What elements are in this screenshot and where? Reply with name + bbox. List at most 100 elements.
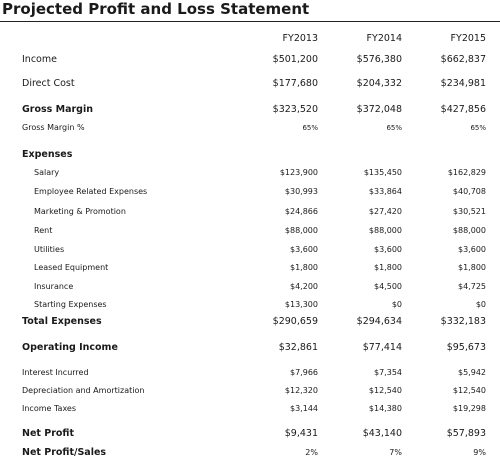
row-label: Gross Margin % [22, 123, 85, 132]
cell-fy2013: 2% [305, 448, 318, 457]
row-label: Income [22, 54, 57, 65]
cell-fy2015: $12,540 [452, 386, 486, 395]
cell-fy2015: $57,893 [446, 428, 486, 439]
table-row-operating-income: Operating Income $32,861 $77,414 $95,673 [0, 341, 500, 355]
cell-fy2013: $7,966 [290, 368, 318, 377]
table-row-rent: Rent $88,000 $88,000 $88,000 [0, 224, 500, 238]
cell-fy2014: $88,000 [368, 226, 402, 235]
table-row-total-expenses: Total Expenses $290,659 $294,634 $332,18… [0, 315, 500, 329]
row-label: Interest Incurred [22, 368, 89, 377]
row-label: Income Taxes [22, 404, 77, 413]
table-row-interest-incurred: Interest Incurred $7,966 $7,354 $5,942 [0, 366, 500, 380]
cell-fy2014: $0 [391, 300, 402, 309]
cell-fy2014: $7,354 [374, 368, 402, 377]
cell-fy2014: 7% [389, 448, 402, 457]
cell-fy2015: 65% [470, 124, 486, 132]
cell-fy2013: $32,861 [278, 342, 318, 353]
cell-fy2013: $123,900 [279, 168, 318, 177]
cell-fy2014: $1,800 [374, 263, 402, 272]
cell-fy2014: $12,540 [368, 386, 402, 395]
table-row-salary: Salary $123,900 $135,450 $162,829 [0, 166, 500, 180]
cell-fy2015: $427,856 [440, 104, 486, 115]
title-divider [0, 21, 500, 22]
cell-fy2015: $662,837 [440, 54, 486, 65]
cell-fy2015: $3,600 [458, 245, 486, 254]
row-label: Depreciation and Amortization [22, 386, 145, 395]
table-row-insurance: Insurance $4,200 $4,500 $4,725 [0, 280, 500, 294]
cell-fy2013: $12,320 [284, 386, 318, 395]
cell-fy2015: $40,708 [452, 187, 486, 196]
statement-title: Projected Profit and Loss Statement [2, 0, 310, 18]
table-row-depreciation: Depreciation and Amortization $12,320 $1… [0, 384, 500, 398]
row-label: Leased Equipment [34, 263, 109, 272]
table-row-marketing: Marketing & Promotion $24,866 $27,420 $3… [0, 205, 500, 219]
cell-fy2015: $332,183 [440, 316, 486, 327]
cell-fy2015: $95,673 [446, 342, 486, 353]
row-label: Utilities [34, 245, 65, 254]
cell-fy2014: $33,864 [368, 187, 402, 196]
table-row-expenses-heading: Expenses [0, 148, 500, 162]
cell-fy2014: $77,414 [362, 342, 402, 353]
table-row-leased-equipment: Leased Equipment $1,800 $1,800 $1,800 [0, 261, 500, 275]
table-row-income-taxes: Income Taxes $3,144 $14,380 $19,298 [0, 402, 500, 416]
cell-fy2015: $5,942 [458, 368, 486, 377]
table-row-net-profit: Net Profit $9,431 $43,140 $57,893 [0, 427, 500, 441]
table-row-net-profit-sales: Net Profit/Sales 2% 7% 9% [0, 446, 500, 460]
cell-fy2014: $3,600 [374, 245, 402, 254]
table-row-utilities: Utilities $3,600 $3,600 $3,600 [0, 243, 500, 257]
row-label: Rent [34, 226, 53, 235]
table-row-gross-margin-pct: Gross Margin % 65% 65% 65% [0, 121, 500, 135]
cell-fy2014: $27,420 [368, 207, 402, 216]
cell-fy2014: $576,380 [356, 54, 402, 65]
column-header-fy2015: FY2015 [450, 33, 486, 44]
cell-fy2015: $4,725 [458, 282, 486, 291]
cell-fy2014: $43,140 [362, 428, 402, 439]
row-label: Insurance [34, 282, 74, 291]
cell-fy2014: $14,380 [368, 404, 402, 413]
cell-fy2013: $1,800 [290, 263, 318, 272]
cell-fy2014: $372,048 [356, 104, 402, 115]
cell-fy2013: $323,520 [272, 104, 318, 115]
cell-fy2014: $135,450 [363, 168, 402, 177]
cell-fy2013: $501,200 [272, 54, 318, 65]
row-label: Operating Income [22, 342, 118, 353]
cell-fy2013: $9,431 [284, 428, 318, 439]
cell-fy2014: $204,332 [356, 78, 402, 89]
cell-fy2014: $4,500 [374, 282, 402, 291]
table-row-starting-expenses: Starting Expenses $13,300 $0 $0 [0, 298, 500, 312]
table-row-direct-cost: Direct Cost $177,680 $204,332 $234,981 [0, 77, 500, 91]
row-label: Starting Expenses [34, 300, 107, 309]
row-label: Net Profit [22, 428, 74, 439]
row-label: Net Profit/Sales [22, 447, 107, 458]
table-row-employee-related: Employee Related Expenses $30,993 $33,86… [0, 185, 500, 199]
cell-fy2015: $234,981 [440, 78, 486, 89]
row-label: Salary [34, 168, 60, 177]
cell-fy2013: $88,000 [284, 226, 318, 235]
cell-fy2013: $290,659 [272, 316, 318, 327]
cell-fy2015: $19,298 [452, 404, 486, 413]
table-row-gross-margin: Gross Margin $323,520 $372,048 $427,856 [0, 103, 500, 117]
cell-fy2015: $1,800 [458, 263, 486, 272]
column-header-fy2014: FY2014 [366, 33, 402, 44]
cell-fy2013: $24,866 [284, 207, 318, 216]
row-label: Employee Related Expenses [34, 187, 148, 196]
cell-fy2013: $177,680 [272, 78, 318, 89]
cell-fy2015: $88,000 [452, 226, 486, 235]
row-label: Gross Margin [22, 104, 93, 115]
cell-fy2013: $3,600 [290, 245, 318, 254]
cell-fy2013: $4,200 [290, 282, 318, 291]
cell-fy2014: $294,634 [356, 316, 402, 327]
cell-fy2013: $30,993 [284, 187, 318, 196]
row-label: Marketing & Promotion [34, 207, 126, 216]
row-label: Total Expenses [22, 316, 102, 327]
cell-fy2015: $0 [475, 300, 486, 309]
row-label: Direct Cost [22, 78, 75, 89]
cell-fy2013: 65% [302, 124, 318, 132]
cell-fy2015: $30,521 [452, 207, 486, 216]
cell-fy2014: 65% [386, 124, 402, 132]
section-heading: Expenses [22, 149, 73, 160]
table-row-income: Income $501,200 $576,380 $662,837 [0, 53, 500, 67]
cell-fy2013: $3,144 [290, 404, 318, 413]
column-header-fy2013: FY2013 [282, 33, 318, 44]
cell-fy2015: $162,829 [447, 168, 486, 177]
